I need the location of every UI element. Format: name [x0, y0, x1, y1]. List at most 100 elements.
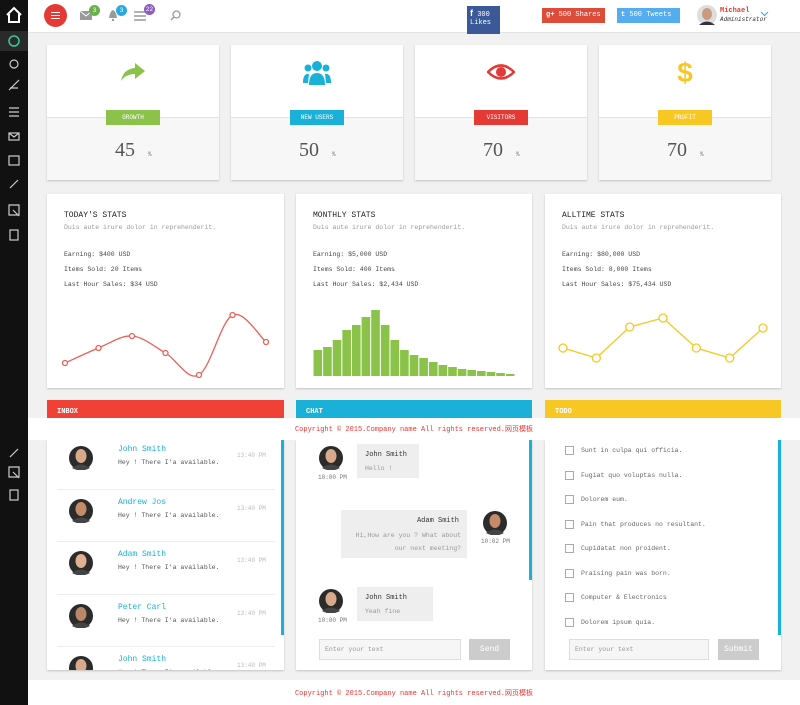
sidebar [0, 0, 28, 705]
user-name[interactable]: Michael [720, 7, 750, 15]
stats-title: ALLTIME STATS [562, 211, 625, 220]
contact-message: Hey ! There I'a available. [118, 511, 220, 519]
contact-message: Hey ! There I'a available. [118, 459, 220, 466]
footer-link[interactable]: 网页模板 [505, 690, 534, 698]
card-icon: $ [677, 59, 693, 87]
card-label: GROWTH [106, 110, 160, 125]
bar [457, 369, 467, 376]
divider [57, 488, 275, 490]
footer-link[interactable]: 网页模板 [505, 426, 534, 434]
top-bar: 3 3 22 f 300 Likes g+ 500 Shares t 500 Tw… [28, 0, 800, 34]
contact-message: Hey ! There I'a available. [118, 564, 220, 571]
avatar [69, 446, 93, 470]
menu-button[interactable] [44, 4, 67, 27]
footer-overlay: Copyright © 2015.Company name All rights… [28, 418, 800, 440]
chat-text: Hi,How are you ? What about our next mee… [355, 532, 461, 552]
bar [400, 350, 409, 376]
todo-item: Fugiat quo voluptas nulla. [581, 471, 683, 479]
contact-name[interactable]: John Smith [118, 655, 167, 664]
chat-text: Hello ! [365, 465, 393, 472]
todo-item: Praising pain was born. [581, 569, 671, 577]
svg-text:$: $ [677, 59, 693, 87]
avatar [483, 511, 507, 535]
bar [467, 370, 477, 376]
divider [57, 541, 275, 542]
contact-message: Hey ! There I'a available. [118, 669, 219, 670]
facebook-button[interactable]: f 300 Likes [467, 6, 500, 34]
avatar [69, 656, 93, 670]
bar [409, 355, 419, 376]
bar [486, 372, 496, 376]
point [558, 343, 568, 353]
card-bottom [415, 117, 587, 180]
checkbox[interactable] [565, 544, 574, 553]
contact-name[interactable]: Peter Carl [118, 602, 167, 612]
chat-input[interactable]: Enter your text [319, 639, 461, 660]
card-unit: % [516, 151, 520, 158]
contact-name[interactable]: John Smith [118, 445, 167, 454]
chat-bubble: John Smith Hello ! [357, 444, 419, 478]
line [562, 317, 764, 359]
contact-name[interactable]: Andrew Jos [118, 497, 167, 507]
checkbox[interactable] [565, 470, 574, 480]
message-time: 10:00 PM [318, 474, 347, 481]
stats-line: Last Hour Sales: $75,434 USD [562, 281, 672, 288]
point [725, 353, 735, 363]
todo-item: Computer & Electronics [581, 594, 667, 601]
sender-name: John Smith [365, 594, 408, 602]
point [262, 338, 270, 346]
bar [448, 367, 457, 376]
tweets-count: 500 [629, 11, 643, 19]
chart [61, 311, 270, 379]
contact-name[interactable]: Adam Smith [118, 550, 167, 559]
nav-icons-lower[interactable] [8, 445, 20, 505]
badge: 3 [116, 5, 127, 16]
card-value: 50 [299, 139, 319, 161]
stats-line: Earning: $400 USD [64, 251, 131, 258]
divider [57, 646, 275, 647]
stat-card: VISITORS 70% [415, 45, 587, 180]
submit-button[interactable]: Submit [718, 639, 759, 660]
card-unit: % [148, 151, 152, 158]
bar [428, 362, 438, 376]
bell-icon[interactable] [108, 9, 118, 21]
sender-name: John Smith [365, 451, 408, 459]
point [95, 344, 102, 352]
scrollbar [778, 440, 781, 635]
contact-message: Hey ! There I'a available. [118, 616, 220, 624]
checkbox[interactable] [565, 617, 574, 627]
home-icon[interactable] [5, 6, 23, 24]
dropdown-icon[interactable] [760, 11, 769, 17]
bar [332, 340, 342, 376]
footer: Copyright © 2015.Company name All rights… [28, 680, 800, 705]
checkbox[interactable] [565, 568, 574, 578]
card-icon [303, 61, 331, 85]
checkbox[interactable] [565, 495, 574, 504]
scrollbar [529, 440, 532, 580]
card-value: 45 [115, 139, 135, 161]
point [229, 311, 236, 319]
twitter-button[interactable]: t 500 Tweets [617, 8, 680, 23]
card-icon [487, 64, 515, 80]
bar [390, 340, 400, 376]
point [195, 371, 203, 379]
stats-line: Earning: $80,000 USD [562, 251, 641, 258]
chat-bubble: John Smith Yeah fine [357, 587, 433, 621]
search-icon[interactable] [170, 10, 181, 21]
stats-line: Last Hour Sales: $2,434 USD [313, 281, 419, 288]
bar [505, 374, 515, 376]
stats-subtitle: Duis aute irure dolor in reprehenderit. [313, 224, 466, 231]
stats-title: MONTHLY STATS [313, 211, 376, 220]
google-button[interactable]: g+ 500 Shares [542, 8, 605, 23]
checkbox[interactable] [565, 446, 574, 455]
panel-body: 10:00 PM John Smith Hello ! 10:02 PM Adam Sm… [296, 440, 532, 670]
bar [323, 347, 332, 376]
send-button[interactable]: Send [469, 639, 510, 660]
user-avatar[interactable] [697, 5, 717, 25]
active-item[interactable] [0, 31, 28, 51]
nav-icons[interactable] [8, 58, 20, 248]
todo-input[interactable]: Enter your text [569, 639, 709, 660]
checkbox[interactable] [565, 519, 574, 529]
todo-item: Cupidatat non proident. [581, 545, 671, 552]
checkbox[interactable] [565, 593, 574, 602]
